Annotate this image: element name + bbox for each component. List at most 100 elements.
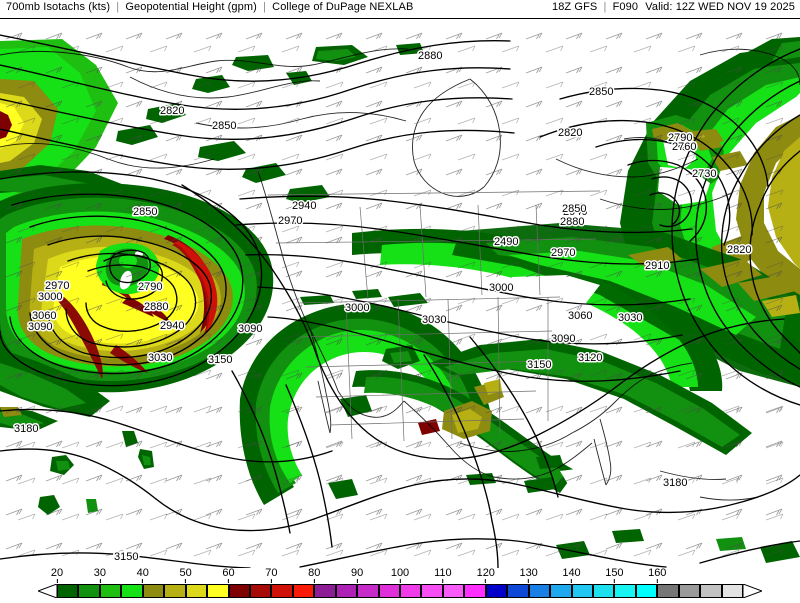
colorbar-tick-label: 120	[476, 567, 495, 579]
contour-label-halo: 2970	[278, 215, 302, 227]
contour-label: 2880	[418, 50, 442, 62]
colorbar-tick-label: 130	[519, 567, 538, 579]
colorbar-swatch	[721, 584, 743, 598]
contour-label: 2880	[560, 216, 584, 228]
contour-label: 3090	[28, 321, 52, 333]
colorbar-tick: 80	[308, 568, 320, 583]
colorbar-tick-label: 110	[434, 567, 452, 579]
colorbar-tick: 160	[648, 568, 666, 583]
colorbar-tick-label: 160	[648, 567, 667, 579]
contour-label-halo: 3030	[148, 352, 172, 364]
model-run-label: 18Z GFS	[552, 1, 598, 13]
contour-label-halo: 2790	[138, 281, 162, 293]
colorbar-tick-labels: 20 30 40 50 60 70 80 90 100 110 120 130 140 150 160	[0, 567, 800, 583]
colorbar-tick-mark	[442, 579, 444, 583]
colorbar-tick: 30	[94, 568, 106, 583]
contour-label: 3150	[527, 359, 551, 371]
contour-label: 3150	[208, 354, 232, 366]
title-separator-3: |	[603, 1, 607, 13]
field-title: Geopotential Height (gpm)	[125, 1, 257, 13]
colorbar-tick: 120	[477, 568, 495, 583]
contour-label: 2490	[494, 236, 518, 248]
contour-label: 2820	[558, 127, 582, 139]
wind-barb-layer	[0, 19, 800, 568]
colorbar-tick-label: 90	[351, 567, 364, 579]
contour-label-halo: 3060	[32, 310, 56, 322]
contour-label-halo: 2850	[562, 203, 586, 215]
colorbar-swatch	[357, 584, 379, 598]
contour-label-halo: 2760	[672, 141, 696, 153]
contour-label-halo: 2880	[560, 216, 584, 228]
colorbar-swatch	[335, 584, 358, 598]
colorbar-swatch	[164, 584, 186, 598]
colorbar-tick-mark	[399, 579, 401, 583]
contour-label: 2940	[563, 206, 587, 218]
colorbar-tick-label: 50	[179, 567, 192, 579]
colorbar-swatch	[507, 584, 529, 598]
colorbar-tick: 100	[391, 568, 409, 583]
colorbar-swatch	[271, 584, 293, 598]
map-canvas[interactable]: 2880 2880 2850 2850 2820 2820 2790 2790 2760 2760…	[0, 18, 800, 570]
contour-label: 3030	[422, 314, 446, 326]
colorbar-swatch	[292, 584, 315, 598]
contour-label-halo: 3060	[568, 310, 592, 322]
contour-label-halo: 2820	[160, 105, 184, 117]
source-title: College of DuPage NEXLAB	[272, 1, 414, 13]
colorbar-tick-mark	[142, 579, 144, 583]
contour-label-halo: 2790	[668, 132, 692, 144]
colorbar-tick: 130	[519, 567, 538, 583]
contour-label-halo: 3090	[28, 321, 52, 333]
title-bar: 700mb Isotachs (kts) | Geopotential Heig…	[0, 0, 800, 18]
colorbar-swatch	[314, 584, 336, 598]
contour-label-halo: 2490	[494, 236, 518, 248]
contour-label: 2850	[562, 203, 586, 215]
colorbar-tick-label: 70	[265, 567, 278, 579]
colorbar-tick: 20	[51, 568, 63, 583]
colorbar-tick-label: 100	[390, 567, 410, 579]
contour-label: 2760	[672, 141, 696, 153]
contour-label: 3090	[551, 333, 575, 345]
colorbar[interactable]: 20 30 40 50 60 70 80 90 100 110 120 130 140 150 160	[0, 568, 800, 600]
valid-time-label: Valid: 12Z WED NOV 19 2025	[645, 1, 795, 13]
contour-label: 2940	[160, 320, 184, 332]
contour-label-halo: 2820	[727, 244, 751, 256]
contour-label-halo: 2880	[418, 50, 442, 62]
title-right-group: 18Z GFS | F090 Valid: 12Z WED NOV 19 202…	[552, 1, 795, 13]
colorbar-tick: 150	[605, 567, 624, 583]
contour-label-halo: 3150	[208, 354, 232, 366]
contour-label: 2820	[727, 244, 751, 256]
contour-label-halo: 3000	[345, 302, 369, 314]
colorbar-swatch	[121, 584, 143, 598]
colorbar-swatch	[464, 584, 486, 598]
colorbar-tick-mark	[99, 579, 101, 583]
contour-label-halo: 2940	[160, 320, 184, 332]
colorbar-tick-mark	[528, 579, 530, 583]
colorbar-tick-mark	[56, 579, 58, 583]
colorbar-tick-mark	[570, 579, 572, 583]
title-left-group: 700mb Isotachs (kts) | Geopotential Heig…	[6, 1, 413, 13]
colorbar-swatch	[528, 584, 551, 598]
contour-label-halo: 2820	[558, 127, 582, 139]
contour-label-halo: 2880	[144, 301, 168, 313]
contour-label-halo: 3150	[527, 359, 551, 371]
colorbar-swatch	[635, 584, 658, 598]
contour-label-halo: 3000	[38, 291, 62, 303]
contour-label-halo: 3030	[618, 312, 642, 324]
colorbar-swatch	[378, 584, 400, 598]
colorbar-tick: 70	[265, 567, 278, 583]
colorbar-underflow-cap	[36, 583, 58, 599]
colorbar-tick-mark	[356, 579, 358, 583]
contour-label: 3180	[663, 477, 687, 489]
contour-label-halo: 2970	[551, 247, 575, 259]
forecast-hour-label: F090	[612, 1, 639, 13]
contour-label: 2880	[144, 301, 168, 313]
colorbar-swatch	[571, 584, 593, 598]
contour-label-halo: 2850	[133, 206, 157, 218]
colorbar-tick: 90	[351, 568, 363, 583]
contour-label: 3030	[148, 352, 172, 364]
colorbar-tick-label: 150	[605, 567, 624, 579]
contour-label-halo: 3000	[489, 282, 513, 294]
contour-label-halo: 3030	[422, 314, 446, 326]
